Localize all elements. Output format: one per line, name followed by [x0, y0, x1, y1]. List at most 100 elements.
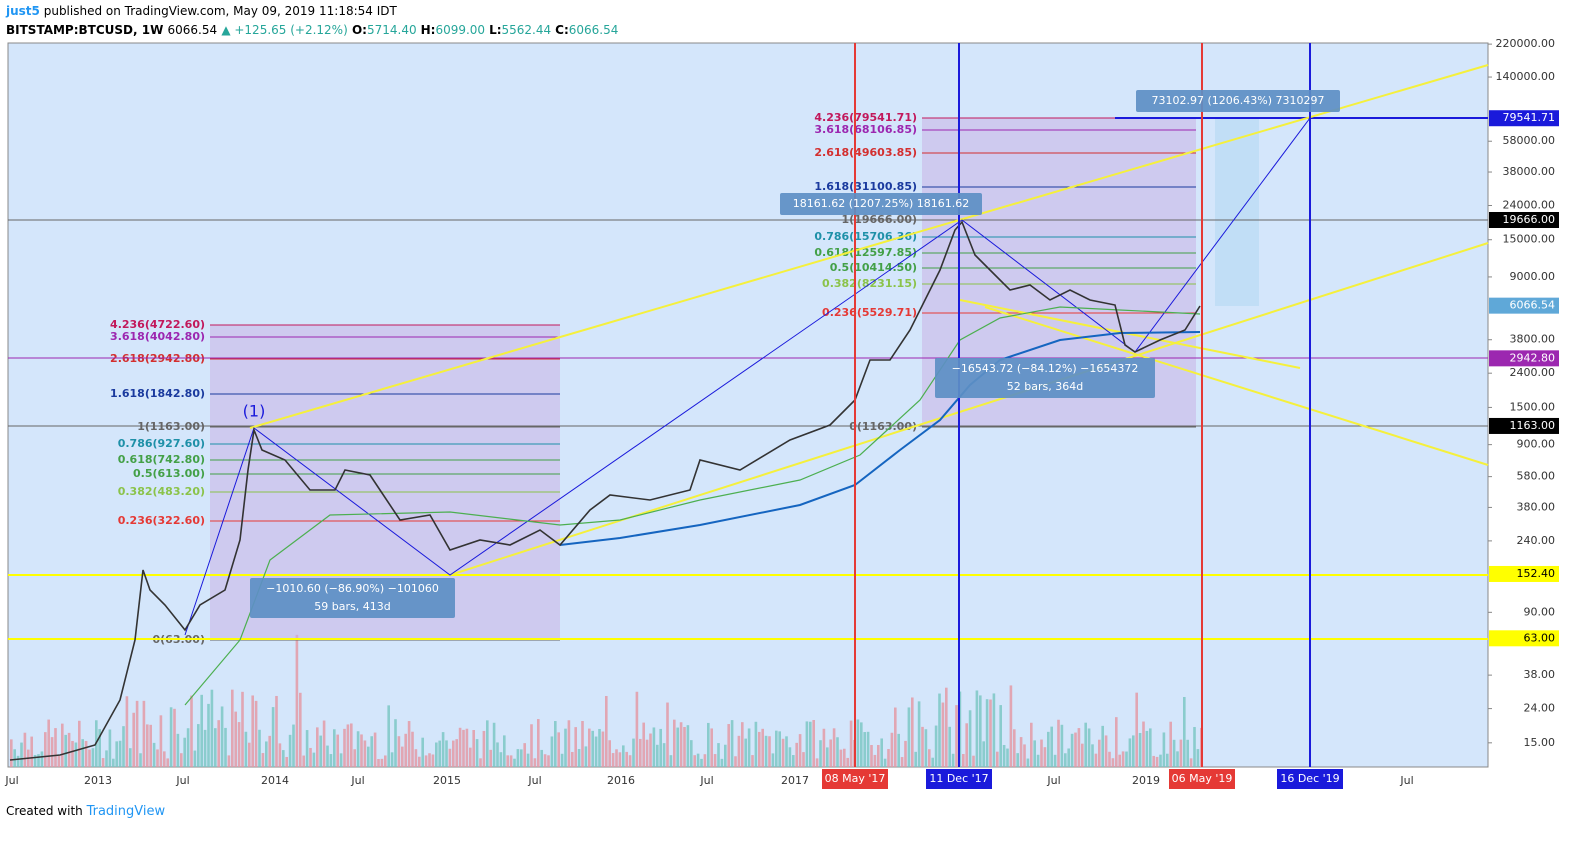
publish-line: just5 published on TradingView.com, May …: [6, 2, 622, 21]
volume-bar: [424, 755, 428, 767]
volume-bar: [183, 737, 186, 767]
volume-bar: [673, 719, 676, 767]
volume-bar: [214, 728, 217, 767]
volume-bar: [251, 695, 254, 767]
volume-bar: [305, 730, 309, 767]
ma-blue: [559, 331, 1201, 546]
volume-bar: [1053, 754, 1057, 767]
volume-bar: [1098, 739, 1101, 767]
volume-bar: [639, 738, 642, 767]
volume-bar: [1087, 728, 1091, 767]
time-label: Jul: [1046, 774, 1060, 787]
volume-bar: [452, 740, 455, 767]
volume-bar: [397, 736, 401, 767]
volume-bar: [972, 755, 975, 767]
volume-bar: [322, 720, 326, 767]
volume-bar: [744, 738, 747, 767]
volume-bar: [1159, 754, 1162, 767]
fib-label: 3.618(4042.80): [110, 330, 205, 343]
volume-bar: [122, 726, 125, 767]
volume-bar: [91, 748, 95, 767]
fib-label: 0.5(613.00): [133, 467, 205, 480]
volume-bar: [146, 724, 149, 767]
trend-line: [249, 64, 1489, 429]
price-label: 24.00: [1524, 702, 1556, 715]
volume-bar: [955, 705, 958, 767]
volume-bar: [438, 740, 441, 767]
volume-bar: [856, 719, 860, 767]
volume-bar: [618, 752, 622, 767]
volume-bar: [431, 754, 435, 767]
volume-bar: [20, 742, 23, 767]
volume-bar: [71, 740, 74, 767]
volume-bar: [265, 741, 268, 767]
price-label: 2400.00: [1510, 366, 1556, 379]
volume-bar: [414, 749, 418, 767]
volume-bar: [282, 750, 285, 767]
ohlc-k: O:: [351, 23, 367, 37]
date-tag: [926, 769, 992, 789]
price-tag: [1489, 350, 1559, 367]
volume-bar: [720, 758, 724, 767]
volume-bar: [1064, 753, 1067, 767]
volume-bar: [462, 729, 465, 767]
volume-bar: [302, 755, 305, 767]
price-label: 38.00: [1524, 668, 1556, 681]
ohlc-k: C:: [555, 23, 569, 37]
date-label: 08 May '17: [825, 772, 886, 785]
volume-bar: [1179, 739, 1183, 767]
trend-line: [984, 306, 1489, 466]
volume-bar: [118, 740, 122, 767]
footer-brand[interactable]: TradingView: [86, 804, 166, 819]
volume-bar: [900, 757, 904, 767]
volume-bar: [499, 752, 503, 767]
volume-bar: [707, 722, 710, 767]
price-label: 220000.00: [1496, 37, 1556, 50]
volume-bar: [163, 751, 166, 767]
volume-bar: [135, 700, 139, 767]
volume-bar: [686, 725, 690, 767]
volume-bar: [1118, 754, 1121, 767]
volume-bar: [176, 733, 180, 767]
volume-bar: [795, 742, 798, 767]
volume-bar: [788, 747, 792, 767]
callout-text: 59 bars, 413d: [314, 600, 390, 613]
symbol-line: BITSTAMP:BTCUSD, 1W 6066.54 ▲ +125.65 (+…: [6, 21, 622, 40]
volume-bar: [384, 755, 387, 767]
volume-bar: [1152, 755, 1155, 767]
time-axis: [8, 767, 1488, 791]
volume-bar: [1125, 751, 1128, 767]
volume-bar: [33, 754, 37, 767]
time-label: Jul: [1399, 774, 1413, 787]
volume-bar: [1196, 749, 1200, 767]
volume-bar: [149, 724, 152, 767]
fib-label: 0.786(927.60): [118, 437, 205, 450]
volume-bar: [418, 756, 421, 767]
volume-bar: [758, 731, 761, 767]
price-tag-label: 6066.54: [1510, 299, 1556, 312]
volume-bar: [890, 732, 894, 767]
volume-bar: [441, 732, 445, 767]
fib-label: 0.5(10414.50): [830, 261, 917, 274]
volume-bar: [717, 743, 720, 767]
volume-bar: [16, 755, 20, 767]
volume-bar: [703, 754, 707, 767]
volume-bar: [101, 758, 105, 767]
volume-bar: [173, 708, 176, 767]
ma-green: [184, 306, 1201, 706]
volume-bar: [1060, 724, 1064, 767]
volume-bar: [839, 749, 843, 767]
volume-bar: [1081, 743, 1084, 767]
price-label: 24000.00: [1503, 198, 1556, 211]
volume-bar: [169, 707, 173, 767]
volume-bar: [662, 743, 666, 767]
fib-label: 0.618(742.80): [118, 453, 205, 466]
price-label: 38000.00: [1503, 165, 1556, 178]
volume-bar: [394, 719, 397, 767]
ohlc-v: 5562.44: [501, 23, 552, 37]
volume-bar: [537, 719, 540, 767]
author[interactable]: just5: [6, 4, 40, 18]
volume-bar: [1070, 733, 1074, 767]
volume-bar: [921, 726, 924, 767]
volume-bar: [1026, 758, 1030, 767]
